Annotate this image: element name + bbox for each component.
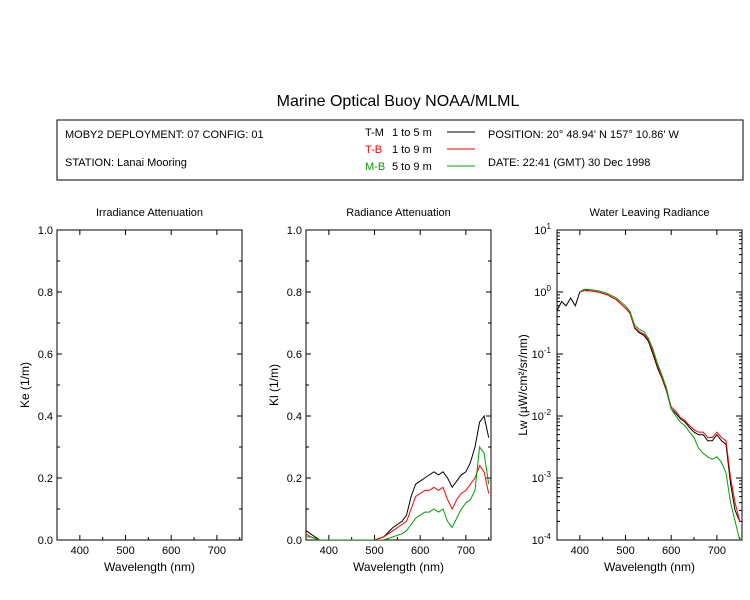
y-tick-label: 10-2 <box>532 408 552 423</box>
y-tick-label: 0.8 <box>38 287 53 299</box>
y-tick-label: 10-4 <box>532 532 552 547</box>
y-tick-label: 0.4 <box>287 411 302 423</box>
series-line-T-M <box>306 414 490 540</box>
series-line-T-B <box>579 290 741 522</box>
legend-code-0: T-M <box>365 127 384 139</box>
series-line-M-B <box>579 288 741 540</box>
x-tick-label: 400 <box>571 545 589 557</box>
legend: T-M 1 to 5 m T-B 1 to 9 m M-B 5 to 9 m <box>365 127 475 173</box>
x-axis-label: Wavelength (nm) <box>604 560 695 574</box>
x-tick-label: 500 <box>365 545 383 557</box>
y-tick-label: 0.2 <box>287 473 302 485</box>
info-box <box>56 119 744 181</box>
series-line-M-B <box>306 445 490 540</box>
chart-panel-0: Irradiance Attenuation 400 500 600 700 0.0 0.2… <box>18 207 243 574</box>
chart-panel-1: Radiance Attenuation 400 500 600 700 0.0 0.2 0.… <box>267 207 492 574</box>
y-tick-label: 10-1 <box>532 346 552 361</box>
legend-range-1: 1 to 9 m <box>392 144 432 156</box>
y-axis-label: Kl (1/m) <box>267 364 281 406</box>
date-text: DATE: 22:41 (GMT) 30 Dec 1998 <box>488 157 650 169</box>
x-axis-label: Wavelength (nm) <box>353 560 444 574</box>
x-tick-label: 400 <box>71 545 89 557</box>
y-tick-label: 0.0 <box>287 535 302 547</box>
panel-title: Water Leaving Radiance <box>589 207 709 219</box>
legend-code-2: M-B <box>365 161 385 173</box>
legend-code-1: T-B <box>365 144 382 156</box>
plot-frame <box>305 229 492 541</box>
series-line-T-M <box>557 288 741 522</box>
plot-frame <box>556 229 743 541</box>
x-tick-label: 400 <box>320 545 338 557</box>
y-axis-label: Ke (1/m) <box>18 362 32 408</box>
series-group <box>306 414 490 540</box>
series-group <box>557 288 741 540</box>
panel-title: Radiance Attenuation <box>346 207 451 219</box>
chart-panels: Irradiance Attenuation 400 500 600 700 0.0 0.2… <box>18 207 743 574</box>
y-tick-label: 0.4 <box>38 411 53 423</box>
y-axis-label: Lw (µW/cm²/sr/nm) <box>516 334 530 436</box>
x-tick-label: 600 <box>162 545 180 557</box>
x-tick-label: 600 <box>662 545 680 557</box>
plot-frame <box>56 229 243 541</box>
x-tick-label: 600 <box>411 545 429 557</box>
y-tick-label: 100 <box>534 284 551 299</box>
chart-panel-2: Water Leaving Radiance 400 500 600 700 10-4 10… <box>516 207 743 574</box>
y-tick-label: 1.0 <box>38 225 53 237</box>
y-tick-label: 1.0 <box>287 225 302 237</box>
y-tick-label: 0.0 <box>38 535 53 547</box>
deployment-text: MOBY2 DEPLOYMENT: 07 CONFIG: 01 <box>65 129 264 141</box>
position-text: POSITION: 20° 48.94' N 157° 10.86' W <box>488 129 680 141</box>
x-tick-label: 500 <box>116 545 134 557</box>
x-tick-label: 700 <box>708 545 726 557</box>
y-tick-label: 0.6 <box>38 349 53 361</box>
panel-title: Irradiance Attenuation <box>96 207 203 219</box>
y-tick-label: 10-3 <box>532 470 552 485</box>
x-tick-label: 500 <box>616 545 634 557</box>
x-axis-label: Wavelength (nm) <box>104 560 195 574</box>
series-line-T-B <box>306 464 490 540</box>
y-tick-label: 0.6 <box>287 349 302 361</box>
legend-range-2: 5 to 9 m <box>392 161 432 173</box>
x-tick-label: 700 <box>208 545 226 557</box>
station-text: STATION: Lanai Mooring <box>65 157 187 169</box>
legend-range-0: 1 to 5 m <box>392 127 432 139</box>
y-tick-label: 101 <box>534 222 551 237</box>
figure-title: Marine Optical Buoy NOAA/MLML <box>277 93 520 110</box>
x-tick-label: 700 <box>457 545 475 557</box>
y-tick-label: 0.8 <box>287 287 302 299</box>
y-tick-label: 0.2 <box>38 473 53 485</box>
